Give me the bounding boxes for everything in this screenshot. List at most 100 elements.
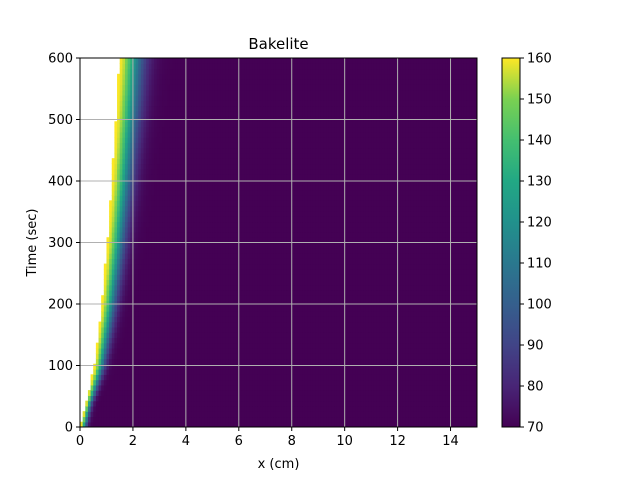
heatmap-cell [283, 305, 288, 312]
heatmap-cell [273, 363, 277, 370]
heatmap-cell [429, 342, 433, 349]
heatmap-cell [148, 358, 153, 365]
heatmap-cell [252, 326, 256, 333]
heatmap-cell [132, 416, 137, 423]
heatmap-cell [257, 268, 261, 275]
heatmap-cell [143, 263, 147, 270]
heatmap-cell [381, 321, 385, 328]
heatmap-cell [312, 337, 317, 344]
heatmap-cell [127, 337, 131, 344]
heatmap-cell [140, 379, 145, 386]
heatmap-cell [207, 337, 211, 344]
heatmap-cell [265, 295, 269, 302]
heatmap-cell [286, 411, 290, 418]
heatmap-cell [302, 358, 306, 365]
heatmap-cell [352, 242, 356, 249]
heatmap-cell [312, 369, 317, 375]
heatmap-cell [320, 395, 325, 402]
heatmap-cell [154, 247, 158, 254]
heatmap-cell [225, 363, 229, 370]
heatmap-cell [408, 253, 412, 259]
heatmap-cell [114, 263, 118, 270]
heatmap-cell [328, 295, 333, 302]
heatmap-cell [183, 289, 187, 296]
heatmap-cell [379, 379, 383, 386]
heatmap-cell [265, 258, 269, 265]
heatmap-cell [130, 421, 134, 427]
heatmap-cell [453, 374, 457, 381]
heatmap-cell [471, 332, 475, 338]
heatmap-cell [418, 384, 423, 391]
heatmap-cell [294, 347, 298, 354]
heatmap-cell [357, 400, 362, 407]
heatmap-cell [418, 379, 423, 386]
heatmap-cell [225, 258, 229, 265]
heatmap-cell [154, 263, 158, 270]
heatmap-cell [207, 263, 211, 270]
heatmap-cell [252, 295, 256, 302]
heatmap-cell [421, 411, 425, 418]
heatmap-cell [254, 421, 258, 427]
heatmap-cell [191, 300, 195, 307]
heatmap-cell [323, 311, 327, 317]
heatmap-cell [228, 411, 232, 418]
heatmap-cell [297, 332, 301, 338]
heatmap-cell [408, 337, 412, 344]
heatmap-cell [241, 284, 245, 291]
heatmap-cell [225, 326, 229, 333]
heatmap-cell [196, 289, 200, 296]
heatmap-cell [450, 421, 454, 427]
heatmap-cell [352, 337, 356, 344]
heatmap-cell [254, 300, 258, 307]
heatmap-cell [297, 311, 301, 317]
heatmap-cell [154, 295, 158, 302]
heatmap-cell [432, 258, 436, 265]
heatmap-cell [201, 363, 205, 370]
heatmap-cell [400, 390, 404, 396]
heatmap-cell [233, 279, 237, 286]
heatmap-cell [371, 242, 375, 249]
heatmap-cell [447, 363, 452, 370]
heatmap-cell [331, 347, 335, 354]
heatmap-cell [469, 258, 473, 265]
heatmap-cell [463, 274, 468, 280]
heatmap-cell [381, 289, 385, 296]
heatmap-cell [437, 305, 441, 312]
heatmap-cell [432, 358, 436, 365]
heatmap-cell [183, 253, 187, 259]
heatmap-cell [220, 337, 224, 344]
heatmap-cell [119, 321, 123, 328]
heatmap-cell [326, 353, 330, 360]
heatmap-cell [331, 279, 335, 286]
heatmap-cell [167, 416, 171, 423]
heatmap-cell [289, 268, 293, 275]
heatmap-cell [172, 395, 176, 402]
heatmap-cell [418, 311, 423, 317]
heatmap-cell [151, 421, 155, 427]
heatmap-cell [289, 342, 293, 349]
heatmap-cell [461, 369, 465, 375]
heatmap-cell [172, 400, 176, 407]
heatmap-cell [241, 337, 245, 344]
heatmap-cell [209, 384, 213, 391]
heatmap-cell [143, 242, 147, 249]
heatmap-cell [310, 358, 314, 365]
heatmap-cell [241, 347, 245, 354]
heatmap-cell [400, 411, 404, 418]
heatmap-cell [244, 289, 248, 296]
heatmap-cell [230, 400, 235, 407]
heatmap-cell [429, 332, 433, 338]
heatmap-cell [193, 405, 198, 412]
heatmap-cell [461, 379, 465, 386]
heatmap-cell [143, 253, 147, 259]
heatmap-cell [236, 390, 240, 396]
heatmap-cell [93, 416, 97, 423]
heatmap-cell [196, 421, 200, 427]
heatmap-cell [281, 363, 285, 370]
heatmap-cell [349, 321, 354, 328]
heatmap-cell [402, 305, 407, 312]
heatmap-cell [252, 405, 256, 412]
heatmap-cell [323, 405, 327, 412]
heatmap-cell [439, 332, 444, 338]
heatmap-cell [183, 347, 187, 354]
